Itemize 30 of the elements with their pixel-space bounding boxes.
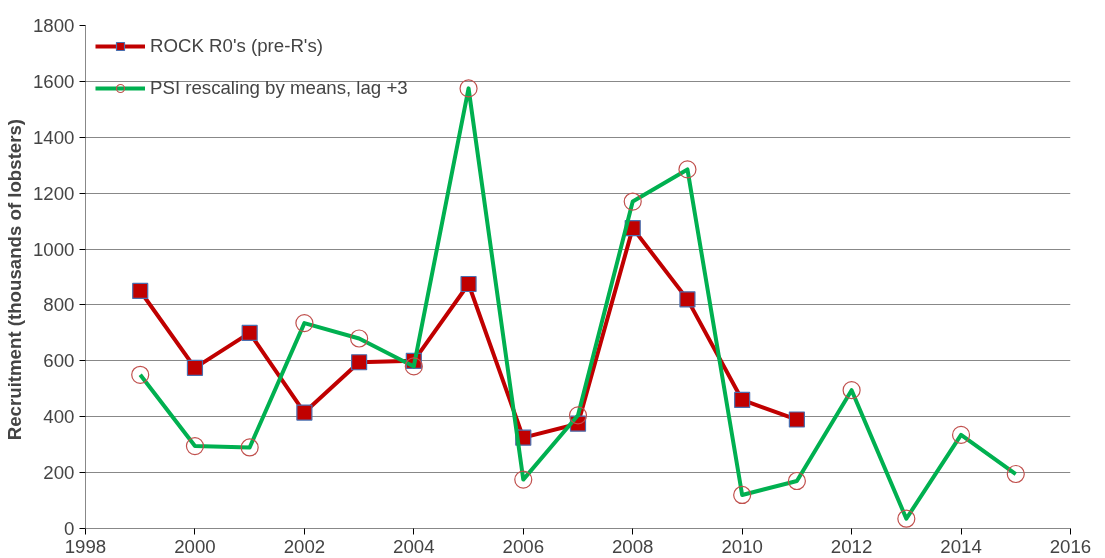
- x-tick-label: 2016: [1049, 535, 1092, 557]
- y-tick-label: 1000: [33, 238, 75, 260]
- x-tick-label: 2002: [283, 535, 326, 557]
- x-tick-label: 2004: [393, 535, 435, 557]
- point: [132, 282, 149, 300]
- x-tick-label: 2010: [721, 535, 763, 557]
- y-tick-label: 1400: [33, 126, 75, 148]
- legend-label: ROCK R0's (pre-R's): [150, 35, 323, 57]
- point: [734, 391, 751, 409]
- y-tick-label: 200: [43, 462, 75, 484]
- point: [296, 404, 313, 421]
- y-tick-label: 400: [43, 406, 75, 428]
- point: [679, 291, 696, 308]
- y-axis-title: Recruitment (thousands of lobsters): [4, 118, 25, 441]
- point: [351, 354, 368, 371]
- point: [788, 411, 805, 428]
- y-tick-label: 1200: [33, 182, 75, 204]
- point: [241, 324, 258, 341]
- x-tick-label: 2000: [174, 535, 216, 557]
- y-tick-label: 800: [43, 294, 75, 316]
- y-tick-label: 600: [43, 350, 75, 372]
- legend-label: PSI rescaling by means, lag +3: [150, 77, 408, 99]
- x-tick-label: 2012: [830, 535, 873, 557]
- y-tick-label: 1800: [33, 15, 75, 36]
- x-tick-label: 2008: [611, 535, 654, 557]
- point: [460, 275, 477, 293]
- y-tick-label: 1600: [33, 70, 75, 92]
- x-tick-label: 2006: [502, 535, 545, 557]
- x-tick-label: 2014: [940, 535, 982, 557]
- point: [186, 359, 204, 376]
